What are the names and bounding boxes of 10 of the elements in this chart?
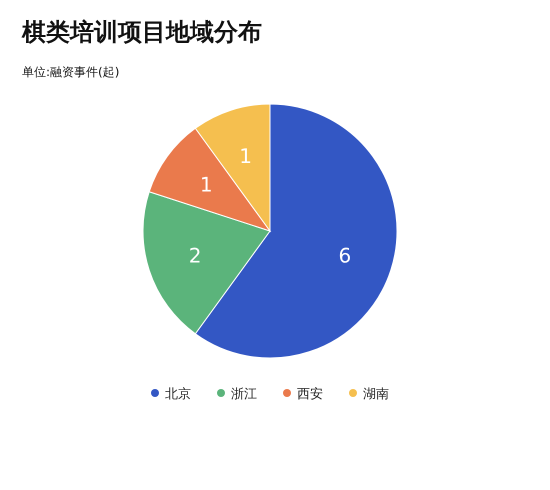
legend-label: 浙江	[231, 387, 257, 402]
data-label: 6	[338, 243, 352, 268]
legend-label: 北京	[165, 387, 191, 402]
data-label: 1	[200, 172, 213, 197]
legend-label: 西安	[297, 386, 323, 402]
data-label: 2	[188, 243, 202, 268]
chart-title: 棋类培训项目地域分布	[21, 18, 262, 46]
data-label: 1	[239, 144, 252, 168]
legend-label: 湖南	[363, 387, 389, 402]
chart-subtitle: 单位:融资事件(起)	[22, 65, 120, 79]
